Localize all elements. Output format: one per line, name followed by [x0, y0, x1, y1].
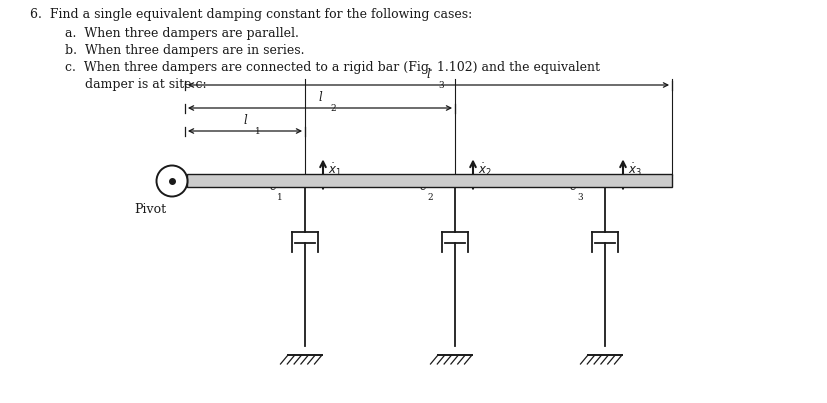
- Bar: [187, 174, 672, 187]
- Text: damper is at site c:: damper is at site c:: [65, 78, 207, 91]
- Text: c.  When three dampers are connected to a rigid bar (Fig. 1.102) and the equival: c. When three dampers are connected to a…: [65, 61, 600, 74]
- Text: c: c: [269, 180, 275, 193]
- Text: $\dot{x}_3$: $\dot{x}_3$: [627, 162, 641, 178]
- Text: l: l: [426, 68, 430, 81]
- Text: $\dot{x}_1$: $\dot{x}_1$: [327, 162, 342, 178]
- Text: 2: 2: [427, 193, 432, 202]
- Text: a.  When three dampers are parallel.: a. When three dampers are parallel.: [65, 27, 299, 40]
- Text: l: l: [243, 114, 246, 127]
- Text: l: l: [318, 91, 322, 104]
- Text: 1: 1: [255, 127, 261, 137]
- Text: b.  When three dampers are in series.: b. When three dampers are in series.: [65, 44, 304, 57]
- Text: Pivot: Pivot: [134, 203, 166, 216]
- Circle shape: [156, 166, 187, 197]
- Text: 1: 1: [277, 193, 282, 202]
- Text: 6.  Find a single equivalent damping constant for the following cases:: 6. Find a single equivalent damping cons…: [30, 8, 471, 21]
- Text: c: c: [418, 180, 425, 193]
- Text: c: c: [569, 180, 576, 193]
- Text: $\dot{x}_2$: $\dot{x}_2$: [477, 162, 491, 178]
- Text: 3: 3: [438, 81, 443, 91]
- Text: 2: 2: [330, 104, 335, 114]
- Text: 3: 3: [576, 193, 582, 202]
